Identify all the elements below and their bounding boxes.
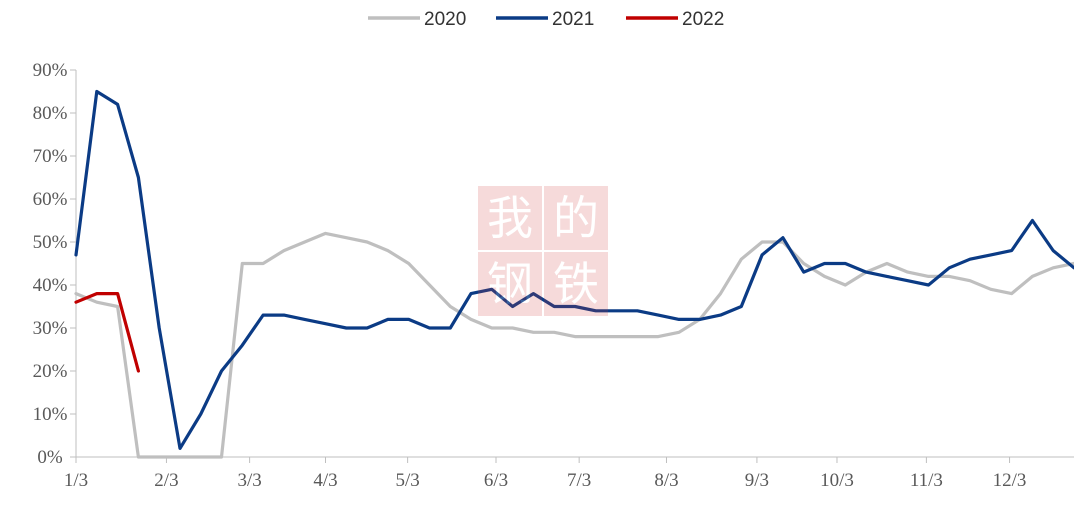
- y-tick-label: 20%: [33, 361, 68, 382]
- x-tick-label: 7/3: [567, 470, 591, 491]
- series-line-2022: [74, 292, 140, 373]
- y-tick-label: 50%: [33, 232, 68, 253]
- series-line-2021: [74, 89, 1074, 450]
- series-line-2020: [74, 231, 1074, 459]
- x-tick-label: 8/3: [654, 470, 678, 491]
- x-tick-label: 5/3: [395, 470, 419, 491]
- y-tick-label: 80%: [33, 103, 68, 124]
- x-tick-label: 3/3: [237, 470, 261, 491]
- x-tick-label: 12/3: [993, 470, 1027, 491]
- x-tick-label: 11/3: [910, 470, 943, 491]
- x-tick-label: 6/3: [484, 470, 508, 491]
- x-tick-label: 4/3: [313, 470, 337, 491]
- y-tick-label: 90%: [33, 60, 68, 81]
- y-tick-label: 0%: [37, 447, 63, 468]
- x-tick-label: 1/3: [64, 470, 88, 491]
- legend-label-2022: 2022: [682, 9, 724, 30]
- legend-label-2021: 2021: [552, 9, 594, 30]
- x-tick-label: 2/3: [154, 470, 178, 491]
- x-tick-label: 9/3: [745, 470, 769, 491]
- y-tick-label: 10%: [33, 404, 68, 425]
- y-tick-label: 60%: [33, 189, 68, 210]
- x-tick-label: 10/3: [820, 470, 854, 491]
- axes: 0% 10% 20% 30% 40% 50% 60% 70% 80% 90% 1/3 2/3 3/3 4/…: [33, 60, 1074, 491]
- series-layer: [74, 89, 1074, 459]
- legend-label-2020: 2020: [424, 9, 466, 30]
- y-tick-label: 30%: [33, 318, 68, 339]
- legend: 2020 2021 2022: [368, 9, 724, 30]
- y-tick-label: 40%: [33, 275, 68, 296]
- y-tick-label: 70%: [33, 146, 68, 167]
